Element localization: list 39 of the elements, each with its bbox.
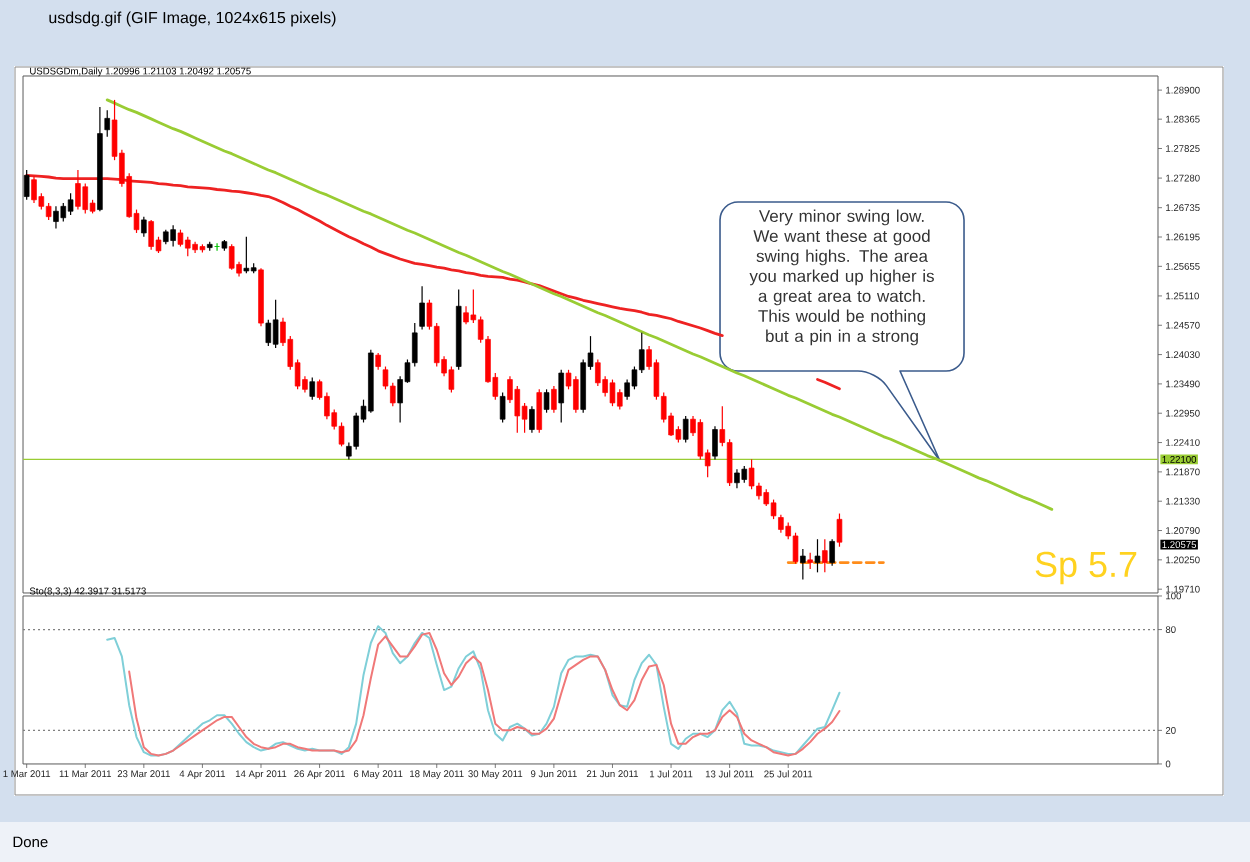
candlestick bbox=[75, 169, 81, 211]
candlestick bbox=[580, 358, 586, 414]
candlestick bbox=[617, 388, 623, 411]
candlestick bbox=[822, 538, 828, 573]
candlestick bbox=[243, 236, 250, 274]
candlestick bbox=[353, 412, 359, 451]
candlestick bbox=[682, 415, 689, 444]
candlestick bbox=[141, 216, 147, 238]
candlestick bbox=[228, 243, 235, 271]
candlestick bbox=[23, 169, 30, 201]
candlestick bbox=[814, 538, 821, 573]
candlestick bbox=[734, 468, 740, 489]
candlestick bbox=[697, 418, 704, 460]
candlestick bbox=[800, 548, 806, 580]
candlestick bbox=[185, 236, 191, 257]
candlestick bbox=[67, 192, 74, 216]
candlestick bbox=[836, 512, 843, 548]
candlestick bbox=[536, 388, 543, 434]
candlestick bbox=[419, 285, 425, 331]
candlestick bbox=[31, 175, 37, 204]
candlestick bbox=[265, 319, 272, 347]
candlestick bbox=[309, 376, 316, 401]
candlestick bbox=[712, 425, 718, 460]
candlestick bbox=[609, 378, 616, 407]
candlestick bbox=[829, 538, 835, 567]
candlestick bbox=[499, 391, 506, 424]
candlestick bbox=[272, 299, 279, 349]
annotation: Sp 5.7 bbox=[1035, 551, 1137, 585]
candlestick bbox=[529, 405, 535, 434]
candlestick bbox=[573, 375, 579, 414]
candlestick bbox=[60, 202, 67, 223]
annotation: Very minor swing low. We want these at good swing highs. The area you marked up higher is a great area to watch. This would be nothing but a pin in a strong bbox=[749, 209, 934, 346]
candlestick bbox=[558, 369, 564, 424]
candlestick bbox=[551, 385, 557, 414]
text: usdsdg.gif (GIF Image, 1024x615 pixels) bbox=[49, 11, 336, 27]
candlestick bbox=[543, 388, 550, 414]
candlestick bbox=[148, 219, 154, 251]
candlestick bbox=[53, 205, 59, 230]
candlestick bbox=[170, 224, 176, 248]
